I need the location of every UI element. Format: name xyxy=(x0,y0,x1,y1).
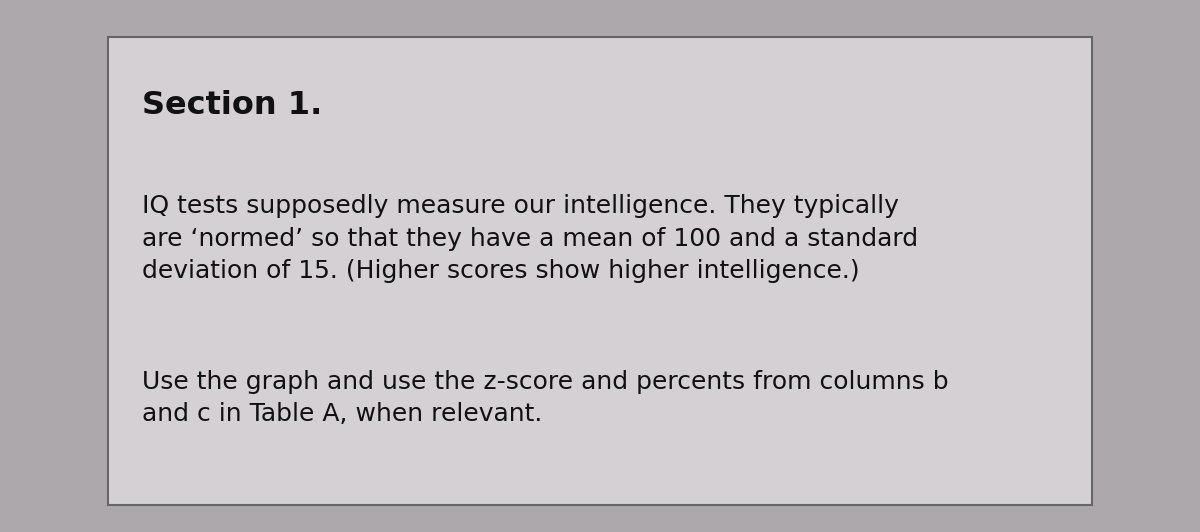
Text: IQ tests supposedly measure our intelligence. They typically
are ‘normed’ so tha: IQ tests supposedly measure our intellig… xyxy=(142,194,918,283)
FancyBboxPatch shape xyxy=(108,37,1092,505)
Text: Section 1.: Section 1. xyxy=(142,90,322,121)
Text: Use the graph and use the z-score and percents from columns b
and c in Table A, : Use the graph and use the z-score and pe… xyxy=(142,370,948,426)
